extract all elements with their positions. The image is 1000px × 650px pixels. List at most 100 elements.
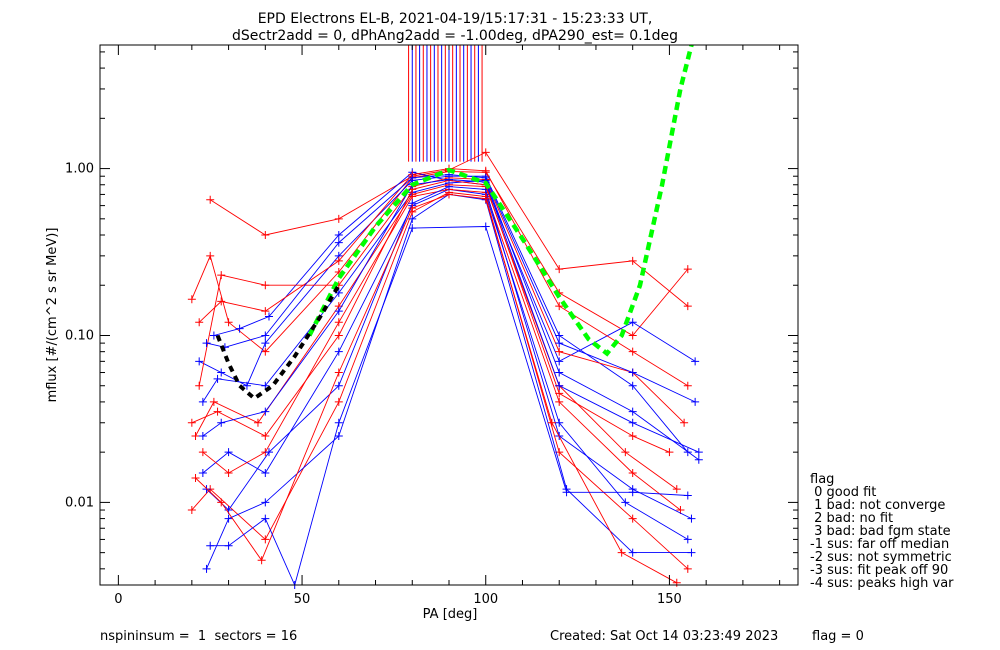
data-point-marker xyxy=(261,339,270,348)
series-line xyxy=(206,174,696,403)
legend-entry: 1 bad: not converge xyxy=(810,498,945,513)
data-point-marker xyxy=(555,418,564,427)
data-point-marker xyxy=(445,190,453,199)
data-point-marker xyxy=(628,431,637,440)
data-point-marker xyxy=(253,418,262,427)
spike-lines xyxy=(408,45,483,162)
series-7 xyxy=(209,168,700,366)
x-axis-label: PA [deg] xyxy=(423,607,478,622)
data-point-marker xyxy=(257,556,266,565)
footer-flag: flag = 0 xyxy=(812,629,864,644)
data-point-marker xyxy=(264,448,273,457)
y-tick-label: 0.10 xyxy=(65,328,94,343)
data-point-marker xyxy=(261,431,270,440)
data-point-marker xyxy=(481,194,490,203)
legend-entry: -4 sus: peaks high var xyxy=(810,576,954,591)
data-point-marker xyxy=(213,374,222,383)
x-tick-label: 0 xyxy=(114,592,122,607)
legend-entry: 2 bad: no fit xyxy=(810,511,893,526)
data-point-marker xyxy=(547,418,556,427)
data-point-marker xyxy=(691,357,700,366)
data-point-marker xyxy=(628,514,637,523)
data-point-marker xyxy=(334,368,343,377)
chart-title-line2: dSectr2add = 0, dPhAng2add = -1.00deg, d… xyxy=(232,28,678,44)
data-point-marker xyxy=(408,192,417,201)
data-point-marker xyxy=(206,195,215,204)
legend-entry: -2 sus: not symmetric xyxy=(810,550,952,565)
data-point-marker xyxy=(621,448,630,457)
series-line xyxy=(202,188,681,511)
data-point-marker xyxy=(334,318,343,327)
data-point-marker xyxy=(555,347,564,356)
data-point-marker xyxy=(617,548,626,557)
data-point-marker xyxy=(217,418,226,427)
data-point-marker xyxy=(628,548,637,557)
data-point-marker xyxy=(408,224,417,233)
footer-sectors: nspininsum = 1 sectors = 16 xyxy=(100,629,297,644)
flux-series xyxy=(187,148,703,589)
series-line xyxy=(191,179,670,453)
data-point-marker xyxy=(334,230,343,239)
fit-curve-green xyxy=(307,44,694,357)
data-point-marker xyxy=(683,302,692,311)
series-line xyxy=(191,191,689,570)
series-15 xyxy=(202,170,700,406)
data-point-marker xyxy=(683,491,692,500)
series-line xyxy=(206,186,692,520)
data-point-marker xyxy=(687,514,696,523)
data-point-marker xyxy=(555,397,564,406)
data-point-marker xyxy=(224,318,233,327)
data-point-marker xyxy=(628,368,637,377)
data-point-marker xyxy=(555,381,564,390)
data-point-marker xyxy=(334,347,343,356)
data-point-marker xyxy=(555,368,564,377)
chart-title-line1: EPD Electrons EL-B, 2021-04-19/15:17:31 … xyxy=(258,11,653,27)
data-point-marker xyxy=(334,214,343,223)
data-point-marker xyxy=(209,397,218,406)
data-point-marker xyxy=(687,548,696,557)
y-tick-label: 1.00 xyxy=(65,162,94,177)
data-point-marker xyxy=(198,469,207,478)
series-line xyxy=(198,175,689,453)
data-point-marker xyxy=(261,498,270,507)
legend: flag 0 good fit 1 bad: not converge 2 ba… xyxy=(810,472,954,591)
data-point-marker xyxy=(628,331,637,340)
series-1 xyxy=(195,172,692,457)
legend-entry: -1 sus: far off median xyxy=(810,537,949,552)
footer-created: Created: Sat Oct 14 03:23:49 2023 xyxy=(550,629,778,644)
series-line xyxy=(202,179,699,453)
data-point-marker xyxy=(621,498,630,507)
data-point-marker xyxy=(198,431,207,440)
data-point-marker xyxy=(680,418,689,427)
data-point-marker xyxy=(334,256,343,265)
data-point-marker xyxy=(195,318,204,327)
data-point-marker xyxy=(334,307,343,316)
data-point-marker xyxy=(628,318,637,327)
data-point-marker xyxy=(224,448,233,457)
data-point-marker xyxy=(224,541,233,550)
data-point-marker xyxy=(198,397,207,406)
data-point-marker xyxy=(198,448,207,457)
data-point-marker xyxy=(217,368,226,377)
data-point-marker xyxy=(261,407,270,416)
data-point-marker xyxy=(209,331,218,340)
data-point-marker xyxy=(555,265,564,274)
data-point-marker xyxy=(261,469,270,478)
data-point-marker xyxy=(261,347,270,356)
data-point-marker xyxy=(691,397,700,406)
fit-curve-black xyxy=(215,284,341,401)
data-point-marker xyxy=(694,455,703,464)
series-line xyxy=(191,171,689,353)
data-point-marker xyxy=(672,578,681,587)
data-point-marker xyxy=(191,474,200,483)
data-point-marker xyxy=(408,214,417,223)
axes: 0 50 100 150 0.01 0.10 1.00 xyxy=(65,45,798,607)
data-point-marker xyxy=(683,535,692,544)
series-4 xyxy=(187,188,692,573)
data-point-marker xyxy=(261,230,270,239)
data-point-marker xyxy=(202,485,211,494)
data-point-marker xyxy=(408,204,417,213)
y-tick-label: 0.01 xyxy=(65,495,94,510)
data-point-marker xyxy=(694,448,703,457)
